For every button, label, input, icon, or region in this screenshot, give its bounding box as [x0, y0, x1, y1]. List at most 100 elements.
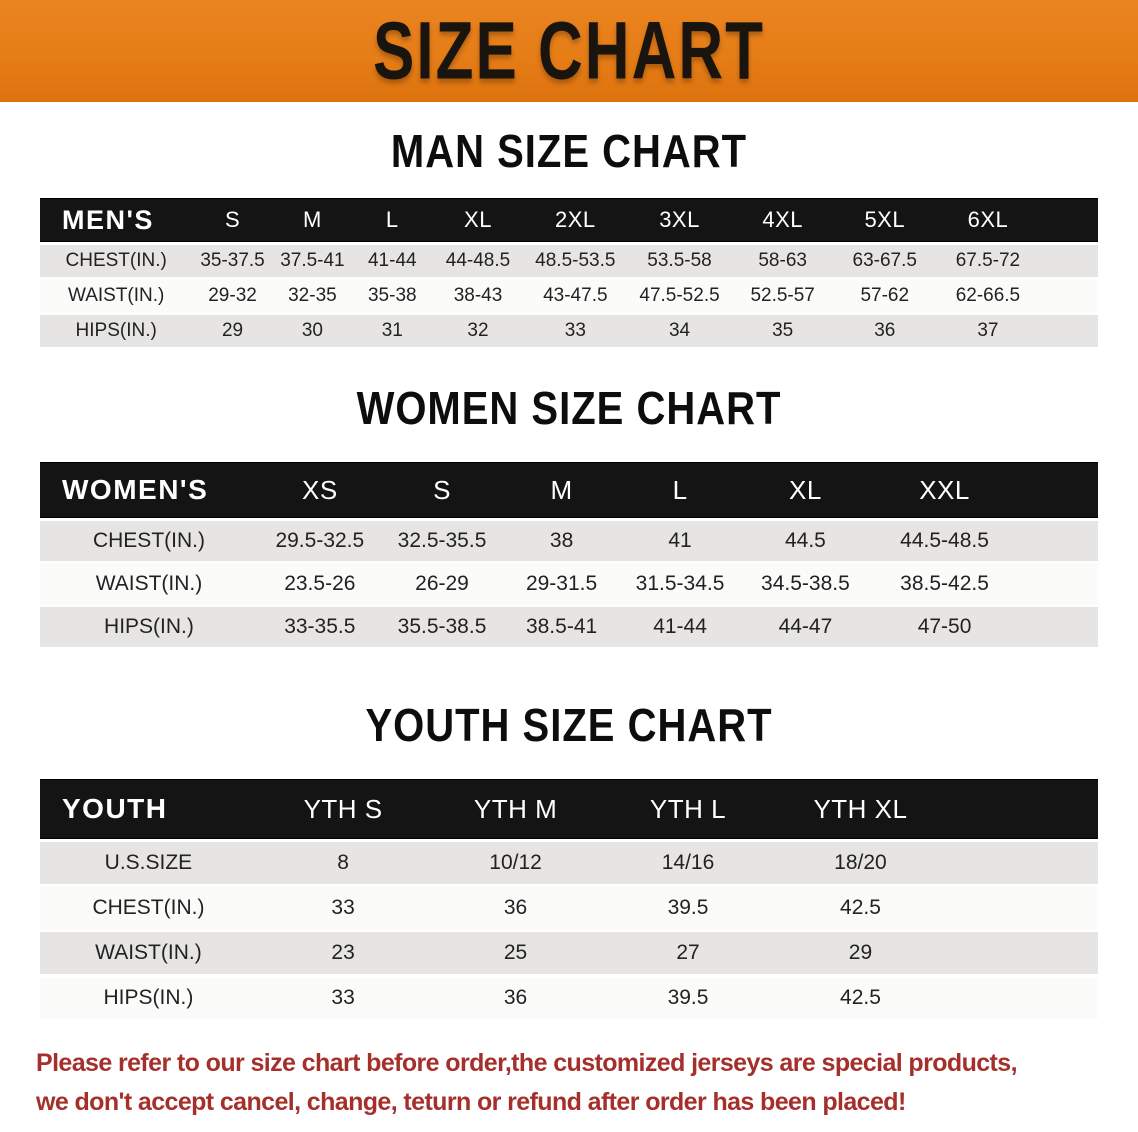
size-column-header: XL: [739, 462, 872, 518]
size-column-header: M: [502, 462, 621, 518]
size-value-cell: 67.5-72: [936, 245, 1040, 277]
table-filler-cell: [1017, 564, 1098, 604]
table-group-label: WOMEN'S: [40, 462, 258, 518]
size-value-cell: 23.5-26: [257, 564, 382, 604]
order-disclaimer: Please refer to our size chart before or…: [36, 1044, 1138, 1122]
table-group-label: YOUTH: [40, 779, 257, 839]
disclaimer-line-2: we don't accept cancel, change, teturn o…: [36, 1088, 906, 1116]
size-value-cell: 44-48.5: [432, 245, 524, 277]
table-row: HIPS(IN.) 33-35.5 35.5-38.5 38.5-41 41-44 44-…: [40, 607, 1098, 647]
size-column-header: YTH M: [429, 779, 602, 839]
youth-size-section: YOUTH SIZE CHART YOUTH YTH S YTH M YTH L YTH…: [0, 700, 1138, 1022]
size-value-cell: 26-29: [381, 564, 503, 604]
size-value-cell: 52.5-57: [731, 280, 834, 312]
measurement-label: HIPS(IN.): [40, 977, 257, 1019]
size-value-cell: 29.5-32.5: [257, 521, 382, 561]
table-filler-cell: [1039, 280, 1098, 312]
men-size-table: MEN'S S M L XL 2XL 3XL 4XL 5XL 6XL CHEST(IN.) 35-37…: [40, 195, 1098, 350]
youth-section-heading: YOUTH SIZE CHART: [365, 700, 773, 752]
size-value-cell: 29-31.5: [502, 564, 621, 604]
size-column-header: S: [192, 198, 273, 242]
men-section-heading: MAN SIZE CHART: [390, 126, 748, 178]
table-filler-cell: [1039, 198, 1098, 242]
size-value-cell: 34: [627, 315, 732, 347]
women-size-table: WOMEN'S XS S M L XL XXL CHEST(IN.) 29.5-32.5 32.5…: [40, 459, 1098, 650]
table-filler-cell: [946, 779, 1098, 839]
size-value-cell: 43-47.5: [523, 280, 628, 312]
size-value-cell: 31.5-34.5: [620, 564, 740, 604]
size-value-cell: 33: [256, 887, 430, 929]
size-value-cell: 38-43: [432, 280, 524, 312]
size-value-cell: 29: [192, 315, 273, 347]
size-value-cell: 48.5-53.5: [523, 245, 628, 277]
size-value-cell: 14/16: [601, 842, 775, 884]
table-filler-cell: [1017, 521, 1098, 561]
size-value-cell: 47.5-52.5: [627, 280, 732, 312]
size-column-header: 4XL: [731, 198, 834, 242]
table-row: HIPS(IN.) 29 30 31 32 33 34 35 36 37: [40, 315, 1098, 347]
table-row: HIPS(IN.) 33 36 39.5 42.5: [40, 977, 1098, 1019]
size-column-header: L: [620, 462, 740, 518]
table-row: WAIST(IN.) 23.5-26 26-29 29-31.5 31.5-34.5 34…: [40, 564, 1098, 604]
table-filler-cell: [946, 842, 1098, 884]
size-value-cell: 25: [429, 932, 602, 974]
size-value-cell: 47-50: [871, 607, 1018, 647]
table-header-row: MEN'S S M L XL 2XL 3XL 4XL 5XL 6XL: [40, 198, 1098, 242]
size-value-cell: 35-38: [352, 280, 433, 312]
size-column-header: XS: [257, 462, 382, 518]
table-filler-cell: [946, 932, 1098, 974]
size-column-header: YTH L: [601, 779, 775, 839]
size-value-cell: 34.5-38.5: [739, 564, 872, 604]
size-value-cell: 37.5-41: [272, 245, 353, 277]
size-value-cell: 32: [432, 315, 524, 347]
table-row: CHEST(IN.) 29.5-32.5 32.5-35.5 38 41 44.5 44.5…: [40, 521, 1098, 561]
measurement-label: HIPS(IN.): [40, 315, 193, 347]
size-value-cell: 41-44: [352, 245, 433, 277]
size-value-cell: 36: [833, 315, 937, 347]
size-value-cell: 23: [256, 932, 430, 974]
table-filler-cell: [946, 977, 1098, 1019]
measurement-label: HIPS(IN.): [40, 607, 258, 647]
size-value-cell: 42.5: [774, 887, 947, 929]
size-value-cell: 53.5-58: [627, 245, 732, 277]
size-value-cell: 29-32: [192, 280, 273, 312]
measurement-label: CHEST(IN.): [40, 521, 258, 561]
disclaimer-line-1: Please refer to our size chart before or…: [36, 1049, 1018, 1077]
size-value-cell: 42.5: [774, 977, 947, 1019]
size-column-header: 6XL: [936, 198, 1040, 242]
page-title: SIZE CHART: [373, 5, 765, 97]
size-value-cell: 41: [620, 521, 740, 561]
size-column-header: XL: [432, 198, 524, 242]
size-value-cell: 57-62: [833, 280, 937, 312]
size-column-header: 5XL: [833, 198, 937, 242]
size-value-cell: 32-35: [272, 280, 353, 312]
size-value-cell: 35.5-38.5: [381, 607, 503, 647]
size-column-header: 2XL: [523, 198, 628, 242]
measurement-label: WAIST(IN.): [40, 932, 257, 974]
size-value-cell: 39.5: [601, 887, 775, 929]
table-filler-cell: [1039, 245, 1098, 277]
size-value-cell: 29: [774, 932, 947, 974]
measurement-label: U.S.SIZE: [40, 842, 257, 884]
size-column-header: YTH XL: [774, 779, 947, 839]
size-value-cell: 31: [352, 315, 433, 347]
size-value-cell: 10/12: [429, 842, 602, 884]
size-column-header: M: [272, 198, 353, 242]
size-column-header: 3XL: [627, 198, 732, 242]
measurement-label: CHEST(IN.): [40, 245, 193, 277]
women-section-heading: WOMEN SIZE CHART: [356, 383, 782, 435]
size-column-header: YTH S: [256, 779, 430, 839]
youth-size-table: YOUTH YTH S YTH M YTH L YTH XL U.S.SIZE 8 10/12…: [40, 776, 1098, 1022]
table-filler-cell: [946, 887, 1098, 929]
table-filler-cell: [1039, 315, 1098, 347]
size-value-cell: 41-44: [620, 607, 740, 647]
size-value-cell: 35-37.5: [192, 245, 273, 277]
table-filler-cell: [1017, 462, 1098, 518]
size-value-cell: 18/20: [774, 842, 947, 884]
size-value-cell: 38.5-41: [502, 607, 621, 647]
size-value-cell: 36: [429, 977, 602, 1019]
measurement-label: CHEST(IN.): [40, 887, 257, 929]
table-group-label: MEN'S: [40, 198, 193, 242]
size-value-cell: 35: [731, 315, 834, 347]
